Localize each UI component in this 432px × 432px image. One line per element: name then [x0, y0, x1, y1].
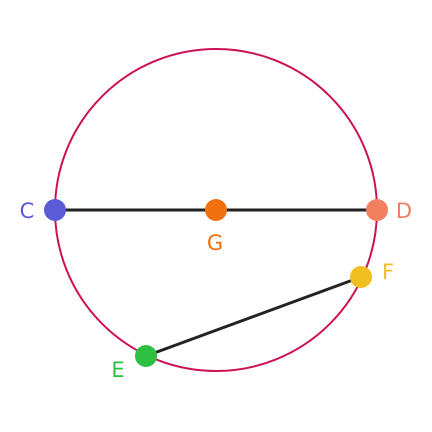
label-d: D	[396, 199, 412, 223]
segment-ef	[145, 275, 362, 358]
label-f: F	[382, 260, 394, 284]
point-f	[350, 266, 372, 288]
point-g	[205, 199, 227, 221]
point-c	[44, 199, 66, 221]
point-d	[366, 199, 388, 221]
label-g: G	[207, 231, 223, 255]
label-e: E	[111, 358, 124, 382]
label-c: C	[20, 199, 35, 223]
point-e	[135, 345, 157, 367]
